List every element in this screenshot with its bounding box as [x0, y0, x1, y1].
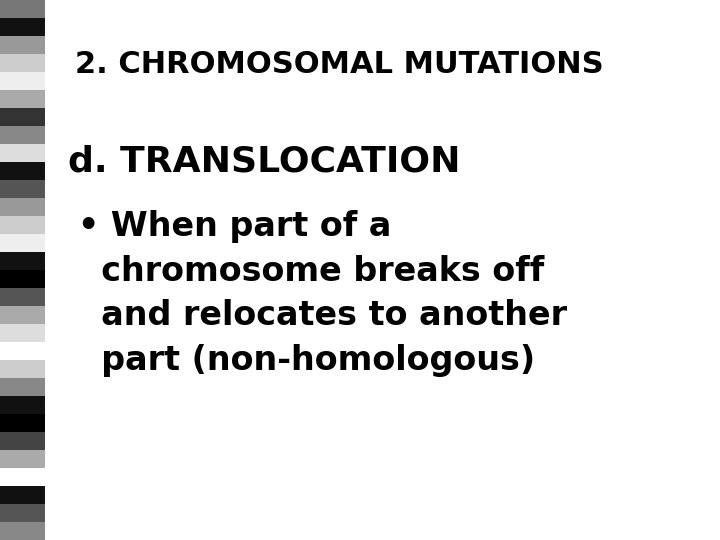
- Bar: [0, 216, 45, 234]
- Bar: [60, 0, 63, 540]
- Bar: [0, 432, 45, 450]
- Bar: [69, 0, 72, 540]
- Bar: [48, 0, 50, 540]
- Bar: [0, 0, 45, 18]
- Bar: [0, 180, 45, 198]
- Bar: [50, 0, 52, 540]
- Bar: [0, 342, 45, 360]
- Bar: [50, 0, 53, 540]
- Bar: [44, 0, 46, 540]
- Bar: [68, 0, 71, 540]
- Bar: [0, 270, 45, 288]
- Bar: [67, 0, 69, 540]
- Bar: [55, 0, 57, 540]
- Bar: [0, 396, 45, 414]
- Bar: [0, 18, 45, 36]
- Bar: [45, 0, 48, 540]
- Text: 2. CHROMOSOMAL MUTATIONS: 2. CHROMOSOMAL MUTATIONS: [75, 50, 603, 79]
- Bar: [0, 468, 45, 486]
- Bar: [0, 522, 45, 540]
- Bar: [52, 0, 54, 540]
- Bar: [78, 0, 81, 540]
- Text: d. TRANSLOCATION: d. TRANSLOCATION: [68, 145, 461, 179]
- Bar: [61, 0, 63, 540]
- Bar: [0, 198, 45, 216]
- Text: • When part of a
  chromosome breaks off
  and relocates to another
  part (non-: • When part of a chromosome breaks off a…: [78, 210, 567, 377]
- Bar: [72, 0, 74, 540]
- Bar: [76, 0, 78, 540]
- Bar: [58, 0, 60, 540]
- Bar: [56, 0, 58, 540]
- Bar: [47, 0, 49, 540]
- Bar: [0, 288, 45, 306]
- Bar: [0, 324, 45, 342]
- Bar: [0, 234, 45, 252]
- Bar: [0, 54, 45, 72]
- Bar: [0, 126, 45, 144]
- Bar: [0, 252, 45, 270]
- Bar: [0, 504, 45, 522]
- Bar: [0, 36, 45, 54]
- Bar: [0, 144, 45, 162]
- Bar: [0, 486, 45, 504]
- Bar: [58, 0, 61, 540]
- Bar: [53, 0, 55, 540]
- Bar: [40, 0, 42, 540]
- Bar: [71, 0, 73, 540]
- Bar: [63, 0, 65, 540]
- Bar: [0, 450, 45, 468]
- Bar: [41, 0, 44, 540]
- Bar: [80, 0, 720, 540]
- Bar: [66, 0, 68, 540]
- Bar: [42, 0, 45, 540]
- Bar: [73, 0, 76, 540]
- Bar: [64, 0, 66, 540]
- Bar: [0, 90, 45, 108]
- Bar: [0, 306, 45, 324]
- Bar: [77, 0, 80, 540]
- Bar: [0, 414, 45, 432]
- Bar: [0, 108, 45, 126]
- Bar: [0, 360, 45, 378]
- Bar: [0, 378, 45, 396]
- Bar: [0, 162, 45, 180]
- Bar: [75, 0, 77, 540]
- Bar: [0, 72, 45, 90]
